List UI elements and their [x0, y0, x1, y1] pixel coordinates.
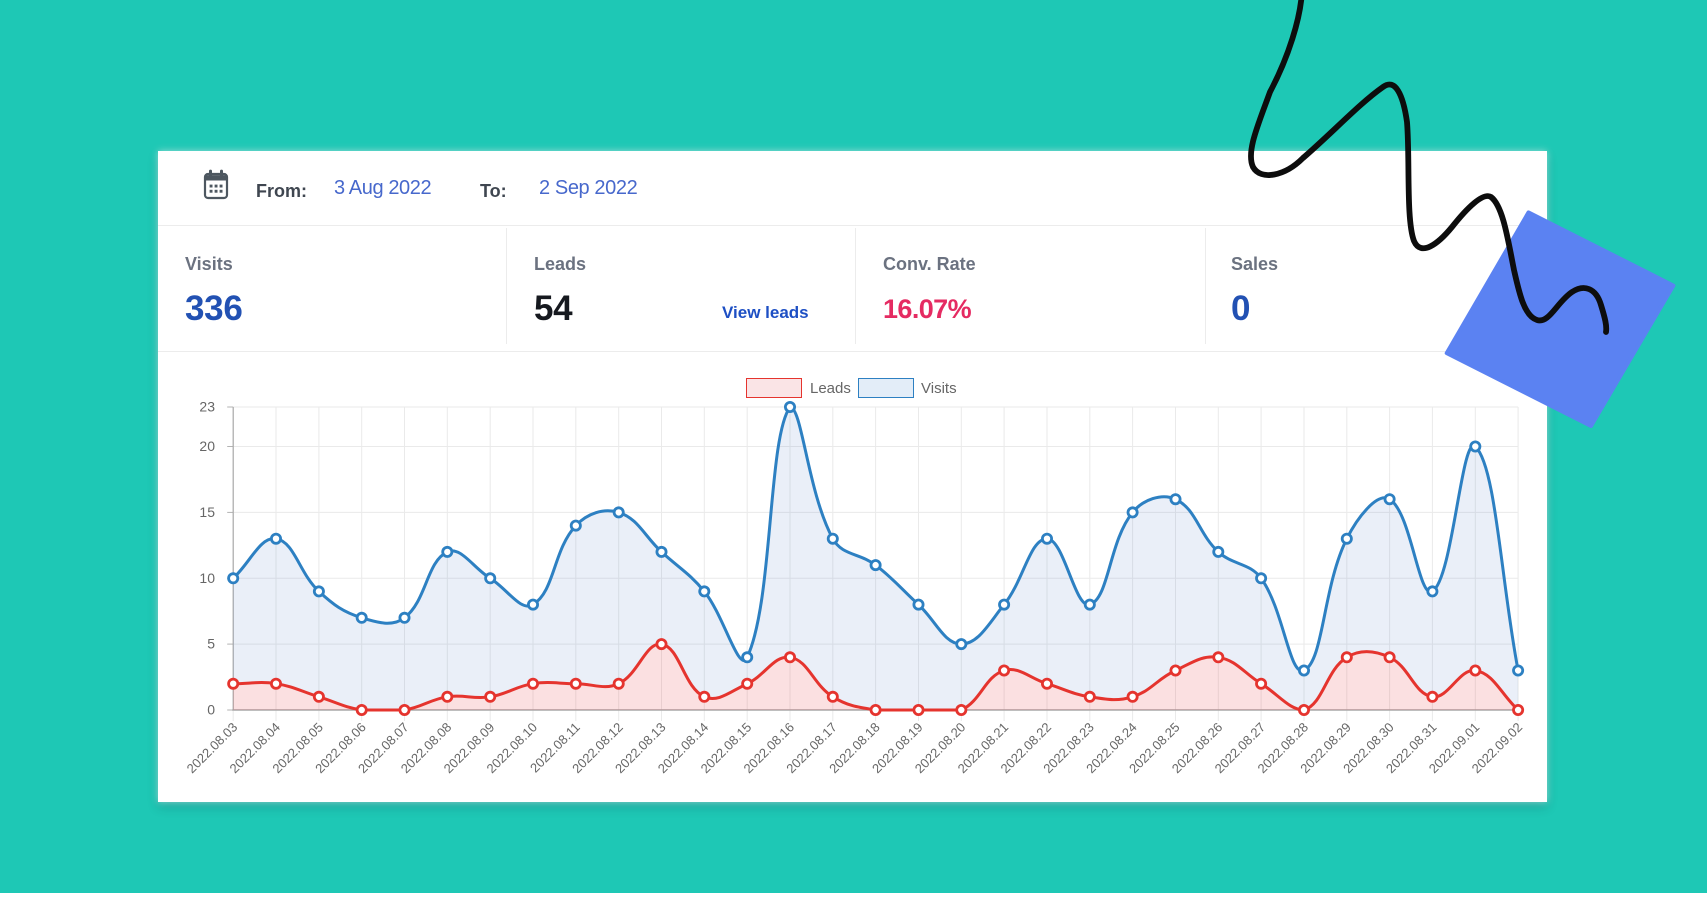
svg-text:15: 15	[199, 504, 215, 520]
svg-text:10: 10	[199, 570, 215, 586]
svg-text:20: 20	[199, 438, 215, 454]
svg-text:5: 5	[207, 636, 215, 652]
svg-text:0: 0	[207, 702, 215, 718]
svg-text:23: 23	[199, 399, 215, 415]
